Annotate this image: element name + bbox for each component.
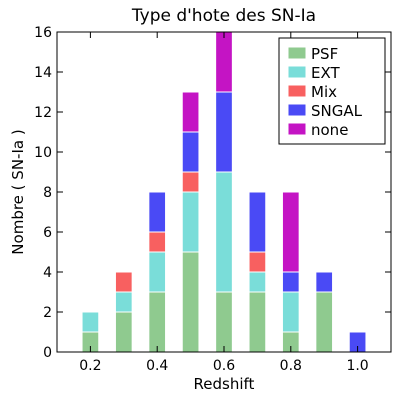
y-tick-label: 2 bbox=[43, 305, 52, 321]
bar-sngal-0.9 bbox=[315, 271, 334, 293]
bar-psf-0.6 bbox=[215, 291, 233, 353]
x-tick-label: 0.4 bbox=[146, 358, 168, 374]
bar-ext-0.8 bbox=[281, 291, 300, 333]
legend-swatch-mix bbox=[287, 84, 307, 98]
legend-label-none: none bbox=[311, 121, 348, 139]
y-tick-label: 10 bbox=[34, 145, 52, 161]
plot-frame bbox=[56, 31, 392, 353]
bar-ext-0.7 bbox=[248, 271, 267, 293]
x-axis-label: Redshift bbox=[194, 375, 255, 393]
x-tick-label: 0.6 bbox=[213, 358, 235, 374]
bar-none-0.6 bbox=[215, 31, 233, 93]
legend-label-ext: EXT bbox=[311, 64, 340, 82]
bar-ext-0.4 bbox=[148, 251, 167, 293]
chart-title: Type d'hote des SN-Ia bbox=[131, 6, 316, 26]
legend-swatch-sngal bbox=[287, 103, 307, 117]
bar-sngal-0.7 bbox=[248, 191, 267, 253]
bars-layer bbox=[81, 31, 367, 353]
bar-psf-0.4 bbox=[148, 291, 167, 353]
legend-label-sngal: SNGAL bbox=[311, 102, 363, 120]
bar-sngal-0.5 bbox=[181, 131, 200, 173]
bar-mix-0.4 bbox=[148, 231, 167, 253]
bar-sngal-0.6 bbox=[215, 91, 233, 173]
x-tick-label: 1.0 bbox=[346, 358, 368, 374]
bar-psf-0.3 bbox=[114, 311, 133, 353]
bar-mix-0.7 bbox=[248, 251, 267, 273]
bar-sngal-0.4 bbox=[148, 191, 167, 233]
bar-mix-0.5 bbox=[181, 171, 200, 193]
bar-ext-0.2 bbox=[81, 311, 100, 333]
y-tick-label: 4 bbox=[43, 265, 52, 281]
ticks-layer: 0.2 0.4 0.6 0.8 1.0 0 2 4 6 8 10 12 14 16 bbox=[34, 25, 391, 374]
y-tick-label: 12 bbox=[34, 105, 52, 121]
bar-ext-0.5 bbox=[181, 191, 200, 253]
y-tick-label: 14 bbox=[34, 65, 52, 81]
x-tick-label: 0.2 bbox=[79, 358, 101, 374]
legend-swatch-none bbox=[287, 122, 307, 136]
legend-label-psf: PSF bbox=[311, 45, 338, 63]
bar-none-0.8 bbox=[281, 191, 300, 273]
bar-psf-0.7 bbox=[248, 291, 267, 353]
bar-psf-0.5 bbox=[181, 251, 200, 353]
bar-mix-0.3 bbox=[114, 271, 133, 293]
y-tick-label: 6 bbox=[43, 225, 52, 241]
bar-ext-0.6 bbox=[215, 171, 233, 293]
legend-swatch-ext bbox=[287, 65, 307, 79]
bar-none-0.5 bbox=[181, 91, 200, 133]
bar-ext-0.3 bbox=[114, 291, 133, 313]
x-tick-label: 0.8 bbox=[280, 358, 302, 374]
bar-psf-0.9 bbox=[315, 291, 334, 353]
y-tick-label: 16 bbox=[34, 25, 52, 41]
bar-sngal-0.8 bbox=[281, 271, 300, 293]
y-tick-label: 8 bbox=[43, 185, 52, 201]
y-axis-label: Nombre ( SN-Ia ) bbox=[9, 129, 27, 254]
legend-label-mix: Mix bbox=[311, 83, 337, 101]
legend-swatch-psf bbox=[287, 46, 307, 60]
y-tick-label: 0 bbox=[43, 345, 52, 361]
